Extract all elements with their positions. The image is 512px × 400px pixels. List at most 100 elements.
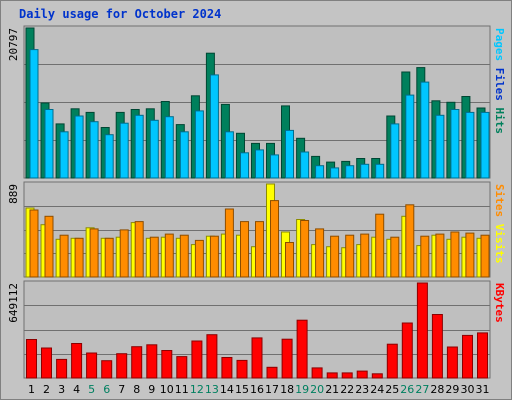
bar-files-day-19	[300, 151, 310, 179]
bar-sites-day-6	[104, 237, 114, 278]
bar-files-day-30	[465, 111, 475, 179]
bar-kbytes-day-31	[477, 332, 488, 379]
bar-sites-day-11	[179, 234, 189, 278]
bar-kbytes-day-26	[401, 322, 413, 379]
x-tick-label: 28	[430, 383, 444, 396]
bar-files-day-3	[59, 131, 69, 179]
bar-kbytes-day-23	[356, 370, 368, 379]
bar-kbytes-day-9	[146, 344, 158, 379]
bar-sites-day-31	[480, 234, 490, 278]
bar-files-day-7	[119, 122, 129, 179]
bar-kbytes-day-28	[431, 314, 443, 379]
bar-sites-day-4	[74, 237, 84, 278]
x-tick-label: 25	[385, 383, 399, 396]
bar-sites-day-28	[435, 233, 445, 278]
bar-sites-day-8	[134, 221, 144, 278]
x-tick-label: 20	[310, 383, 324, 396]
x-tick-label: 30	[461, 383, 475, 396]
chart-title: Daily usage for October 2024	[19, 7, 222, 21]
bar-files-day-17	[270, 154, 279, 179]
bar-sites-day-27	[420, 235, 430, 278]
x-tick-label: 11	[175, 383, 189, 396]
bar-sites-day-2	[44, 215, 54, 278]
bar-sites-day-14	[224, 208, 234, 278]
bar-kbytes-day-29	[446, 346, 458, 379]
bar-files-day-2	[44, 109, 54, 179]
bar-kbytes-day-16	[251, 337, 263, 379]
bar-kbytes-day-12	[191, 340, 203, 379]
series-legend-label: Pages/Files/Hits	[493, 28, 506, 134]
legend-text: Pages	[493, 28, 506, 61]
bar-kbytes-day-20	[311, 367, 323, 379]
bar-files-day-8	[134, 114, 144, 179]
legend-text: Sites	[493, 184, 506, 217]
bar-kbytes-day-6	[101, 360, 113, 379]
x-tick-label: 12	[190, 383, 204, 396]
bar-files-day-18	[285, 129, 294, 179]
bar-kbytes-day-17	[266, 366, 278, 379]
legend-text: Hits	[493, 108, 506, 135]
bar-kbytes-day-18	[281, 338, 293, 379]
bar-kbytes-day-15	[236, 359, 248, 379]
x-tick-label: 17	[265, 383, 279, 396]
bar-kbytes-day-13	[206, 334, 218, 379]
bar-sites-day-7	[119, 229, 129, 278]
legend-text: Visits	[493, 224, 506, 264]
bar-kbytes-day-30	[462, 334, 473, 379]
x-tick-label: 22	[340, 383, 354, 396]
bar-kbytes-day-8	[131, 346, 143, 379]
x-tick-label: 8	[133, 383, 140, 396]
bar-files-day-21	[330, 167, 340, 179]
bar-files-day-24	[375, 163, 385, 179]
x-tick-label: 3	[58, 383, 65, 396]
bar-files-day-28	[435, 114, 445, 179]
bar-files-day-25	[390, 123, 400, 179]
bar-sites-day-30	[465, 232, 475, 278]
bar-kbytes-day-3	[56, 358, 68, 379]
x-tick-label: 14	[220, 383, 234, 396]
bar-files-day-10	[164, 116, 174, 179]
bar-sites-day-19	[300, 220, 310, 278]
bar-sites-day-21	[330, 235, 340, 278]
bar-sites-day-15	[240, 221, 249, 278]
bar-sites-day-29	[450, 231, 460, 278]
bar-sites-day-13	[209, 235, 219, 278]
bar-sites-day-3	[59, 234, 69, 278]
x-tick-label: 5	[88, 383, 95, 396]
legend-text: KBytes	[493, 283, 506, 323]
bar-kbytes-day-4	[71, 343, 83, 379]
bar-sites-day-5	[89, 228, 99, 278]
bar-sites-day-17	[270, 200, 279, 278]
bar-sites-day-18	[285, 242, 294, 278]
bar-files-day-11	[179, 131, 189, 179]
x-tick-label: 19	[295, 383, 309, 396]
bar-kbytes-day-24	[371, 373, 383, 379]
legend-text: /	[493, 61, 506, 68]
bar-files-day-22	[345, 165, 355, 179]
bar-files-day-1	[29, 49, 39, 179]
bar-files-day-16	[255, 149, 264, 179]
x-tick-label: 31	[476, 383, 490, 396]
bar-sites-day-23	[360, 233, 370, 278]
x-tick-label: 24	[370, 383, 384, 396]
series-legend-label: KBytes	[493, 283, 506, 323]
x-tick-label: 23	[355, 383, 369, 396]
bar-sites-day-24	[375, 213, 385, 278]
bar-sites-day-12	[194, 239, 204, 278]
bar-files-day-26	[405, 94, 415, 179]
bar-sites-day-1	[29, 209, 39, 278]
bar-sites-day-25	[390, 236, 400, 278]
bar-sites-day-10	[164, 233, 174, 278]
x-tick-label: 15	[235, 383, 249, 396]
x-tick-label: 4	[73, 383, 80, 396]
x-tick-label: 27	[415, 383, 429, 396]
x-tick-label: 2	[43, 383, 50, 396]
x-tick-label: 29	[445, 383, 459, 396]
bar-sites-day-9	[149, 236, 159, 278]
bar-kbytes-day-11	[176, 356, 188, 379]
bar-files-day-14	[224, 131, 234, 179]
bar-sites-day-16	[255, 221, 264, 278]
x-tick-label: 6	[103, 383, 110, 396]
x-tick-label: 7	[118, 383, 125, 396]
